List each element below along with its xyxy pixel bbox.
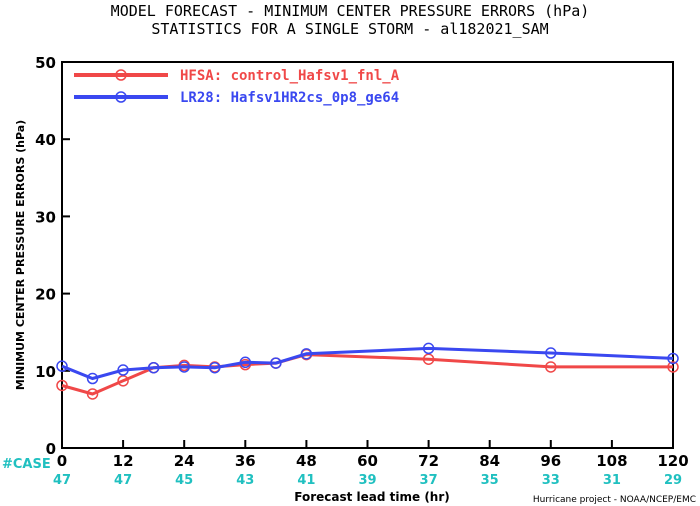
case-count: 31 (603, 473, 621, 488)
case-count: 47 (114, 473, 132, 488)
x-tick-label: 84 (479, 452, 500, 470)
data-point (667, 361, 679, 373)
data-point (117, 364, 129, 376)
y-axis-label: MINIMUM CENTER PRESSURE ERRORS (hPa) (14, 120, 27, 390)
y-tick-label: 30 (35, 208, 56, 226)
x-tick-label: 96 (540, 452, 561, 470)
data-point (86, 388, 99, 400)
chart-title-line1: MODEL FORECAST - MINIMUM CENTER PRESSURE… (111, 2, 590, 20)
data-point (422, 353, 435, 365)
data-point (300, 348, 313, 360)
x-tick-label: 120 (657, 452, 688, 470)
y-tick-label: 50 (35, 54, 56, 72)
data-point (270, 357, 282, 369)
x-tick-label: 72 (418, 452, 439, 470)
case-count: 41 (297, 473, 315, 488)
legend-marker (115, 69, 127, 81)
case-count: 43 (236, 473, 254, 488)
legend-label: LR28: Hafsv1HR2cs_0p8_ge64 (180, 90, 399, 106)
data-point (86, 372, 99, 385)
x-tick-label: 60 (357, 452, 378, 470)
y-tick-label: 10 (35, 363, 56, 381)
data-point (667, 352, 679, 365)
series-layer (56, 342, 679, 400)
data-point (209, 361, 221, 374)
data-point (545, 361, 557, 373)
y-axis: 0 10 20 30 40 50 (35, 54, 70, 458)
x-tick-label: 12 (113, 452, 134, 470)
data-point (56, 379, 68, 392)
y-tick-label: 40 (35, 131, 56, 149)
case-count: 45 (175, 473, 193, 488)
case-count: 35 (481, 473, 499, 488)
x-axis-label: Forecast lead time (hr) (294, 490, 450, 504)
case-count: 29 (664, 473, 682, 488)
x-tick-label: 0 (57, 452, 67, 470)
case-count: 33 (542, 473, 560, 488)
data-point (422, 342, 435, 355)
data-point (239, 356, 252, 369)
case-count: 47 (53, 473, 71, 488)
x-tick-label: 24 (174, 452, 195, 470)
case-count: 37 (420, 473, 438, 488)
series-line-0 (61, 353, 673, 396)
legend-marker (115, 91, 127, 103)
x-tick-label: 48 (296, 452, 317, 470)
x-axis: 0 12 24 36 48 60 72 84 96 108 120 (57, 440, 689, 470)
credit-text: Hurricane project - NOAA/NCEP/EMC (533, 495, 696, 505)
data-point (56, 360, 68, 372)
y-tick-label: 20 (35, 286, 56, 304)
case-label: #CASE (2, 457, 51, 472)
legend-label: HFSA: control_Hafsv1_fnl_A (180, 68, 400, 84)
chart-title-line2: STATISTICS FOR A SINGLE STORM - al182021… (151, 20, 548, 38)
x-tick-label: 108 (596, 452, 627, 470)
legend: HFSA: control_Hafsv1_fnl_A LR28: Hafsv1HR… (74, 68, 400, 106)
x-tick-label: 36 (235, 452, 256, 470)
case-count: 39 (358, 473, 376, 488)
data-point (147, 361, 160, 374)
data-point (117, 375, 129, 387)
data-point (545, 347, 557, 359)
plot-frame (61, 61, 674, 449)
case-counts: 47 47 45 43 41 39 37 35 33 31 29 (53, 473, 682, 488)
y-tick-label: 0 (46, 440, 56, 458)
data-point (178, 361, 190, 373)
